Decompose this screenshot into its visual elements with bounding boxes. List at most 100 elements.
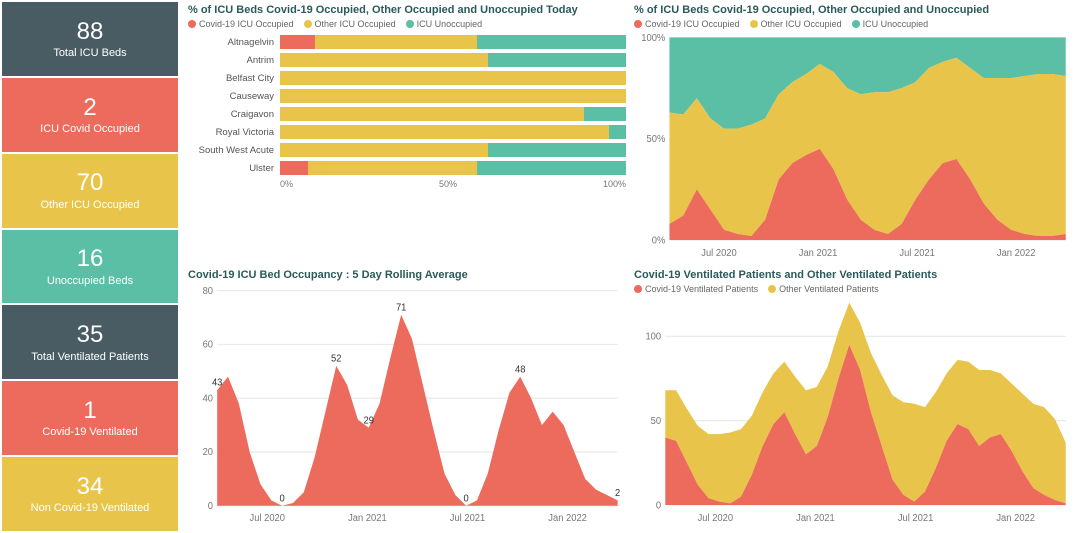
ytick: 0 — [208, 500, 213, 511]
hbar-seg-covid — [280, 35, 315, 49]
legend-swatch — [188, 20, 196, 28]
legend-item: ICU Unoccupied — [406, 19, 483, 29]
xtick: Jan 2022 — [548, 512, 587, 523]
panel-rolling: Covid-19 ICU Bed Occupancy : 5 Day Rolli… — [188, 269, 626, 526]
hbar-seg-other — [280, 71, 626, 85]
hbar-seg-unocc — [477, 161, 626, 175]
hbar-track — [280, 161, 626, 175]
hbar-seg-other — [280, 89, 626, 103]
panel-hbar-legend: Covid-19 ICU Occupied Other ICU Occupied I… — [188, 19, 626, 29]
hbar-row: Antrim — [188, 51, 626, 69]
metric-value: 16 — [77, 246, 104, 272]
legend-item: Covid-19 ICU Occupied — [634, 19, 740, 29]
metric-value: 35 — [77, 322, 104, 348]
panel-stacked100-legend: Covid-19 ICU Occupied Other ICU Occupied I… — [634, 19, 1072, 29]
ytick: 40 — [203, 393, 213, 404]
hbar-track — [280, 71, 626, 85]
metric-label: Other ICU Occupied — [40, 199, 139, 211]
hbar-label: Royal Victoria — [188, 127, 280, 138]
xtick: Jan 2022 — [996, 512, 1035, 523]
hbar-seg-covid — [280, 161, 308, 175]
hbar-label: Altnagelvin — [188, 37, 280, 48]
xtick: Jan 2021 — [799, 248, 838, 259]
point-label: 0 — [464, 493, 469, 504]
hbar-seg-other — [315, 35, 478, 49]
hbar-track — [280, 89, 626, 103]
point-label: 43 — [212, 377, 222, 388]
main-grid: % of ICU Beds Covid-19 Occupied, Other O… — [180, 0, 1080, 533]
hbar-track — [280, 107, 626, 121]
legend-swatch — [768, 285, 776, 293]
hbar-row: Belfast City — [188, 69, 626, 87]
legend-label: Covid-19 ICU Occupied — [199, 19, 294, 29]
legend-swatch — [634, 20, 642, 28]
xtick: Jul 2021 — [898, 512, 933, 523]
hbar-seg-other — [280, 125, 609, 139]
metric-value: 2 — [83, 95, 96, 121]
ytick: 50 — [651, 415, 662, 426]
ytick: 50% — [647, 134, 666, 145]
legend-item: Covid-19 Ventilated Patients — [634, 284, 758, 294]
hbar-seg-other — [280, 143, 488, 157]
metric-value: 88 — [77, 19, 104, 45]
metric-card-0: 88 Total ICU Beds — [2, 2, 178, 76]
hbar-seg-unocc — [609, 125, 626, 139]
panel-stacked100-title: % of ICU Beds Covid-19 Occupied, Other O… — [634, 4, 1072, 16]
ytick: 60 — [203, 339, 213, 350]
ytick: 0% — [652, 235, 666, 246]
hbar-row: Causeway — [188, 87, 626, 105]
metric-value: 70 — [77, 170, 104, 196]
legend-label: ICU Unoccupied — [863, 19, 929, 29]
metric-label: Unoccupied Beds — [47, 275, 133, 287]
panel-vent: Covid-19 Ventilated Patients and Other V… — [634, 269, 1072, 526]
metric-value: 34 — [77, 474, 104, 500]
panel-rolling-title: Covid-19 ICU Bed Occupancy : 5 Day Rolli… — [188, 269, 626, 281]
point-label: 71 — [396, 302, 406, 313]
legend-label: Covid-19 Ventilated Patients — [645, 284, 758, 294]
hbar-label: South West Acute — [188, 145, 280, 156]
hbar-seg-other — [308, 161, 478, 175]
hbar-track — [280, 125, 626, 139]
metric-card-1: 2 ICU Covid Occupied — [2, 78, 178, 152]
hbar-row: Ulster — [188, 159, 626, 177]
xtick: Jul 2020 — [701, 248, 737, 259]
panel-stacked100: % of ICU Beds Covid-19 Occupied, Other O… — [634, 4, 1072, 261]
point-label: 0 — [280, 493, 285, 504]
metric-label: Total ICU Beds — [53, 47, 126, 59]
rolling-body: 0204060804305229710482Jul 2020Jan 2021Ju… — [188, 284, 626, 526]
xtick: Jul 2020 — [698, 512, 734, 523]
hbar-seg-other — [280, 107, 584, 121]
legend-item: Other ICU Occupied — [750, 19, 842, 29]
panel-vent-title: Covid-19 Ventilated Patients and Other V… — [634, 269, 1072, 281]
legend-label: ICU Unoccupied — [417, 19, 483, 29]
legend-swatch — [406, 20, 414, 28]
legend-label: Covid-19 ICU Occupied — [645, 19, 740, 29]
panel-hbar: % of ICU Beds Covid-19 Occupied, Other O… — [188, 4, 626, 261]
metric-label: ICU Covid Occupied — [40, 123, 140, 135]
legend-item: Other Ventilated Patients — [768, 284, 879, 294]
legend-swatch — [634, 285, 642, 293]
xtick: Jul 2021 — [899, 248, 934, 259]
legend-item: ICU Unoccupied — [852, 19, 929, 29]
legend-item: Covid-19 ICU Occupied — [188, 19, 294, 29]
metric-label: Non Covid-19 Ventilated — [31, 502, 150, 514]
metric-label: Total Ventilated Patients — [31, 351, 148, 363]
panel-vent-legend: Covid-19 Ventilated Patients Other Ventil… — [634, 284, 1072, 294]
xtick: Jan 2022 — [997, 248, 1036, 259]
vent-body: 050100Jul 2020Jan 2021Jul 2021Jan 2022 — [634, 298, 1072, 526]
hbar-seg-unocc — [584, 107, 626, 121]
metric-card-5: 1 Covid-19 Ventilated — [2, 381, 178, 455]
hbar-xaxis: 0%50%100% — [280, 179, 626, 189]
area-rolling — [217, 314, 617, 505]
hbar-xtick: 0% — [280, 179, 293, 189]
hbar-seg-unocc — [488, 53, 626, 67]
panel-hbar-title: % of ICU Beds Covid-19 Occupied, Other O… — [188, 4, 626, 16]
metric-card-4: 35 Total Ventilated Patients — [2, 305, 178, 379]
legend-swatch — [750, 20, 758, 28]
legend-item: Other ICU Occupied — [304, 19, 396, 29]
legend-label: Other Ventilated Patients — [779, 284, 879, 294]
hbar-label: Belfast City — [188, 73, 280, 84]
hbar-track — [280, 143, 626, 157]
ytick: 100% — [641, 33, 665, 44]
hbar-row: Royal Victoria — [188, 123, 626, 141]
